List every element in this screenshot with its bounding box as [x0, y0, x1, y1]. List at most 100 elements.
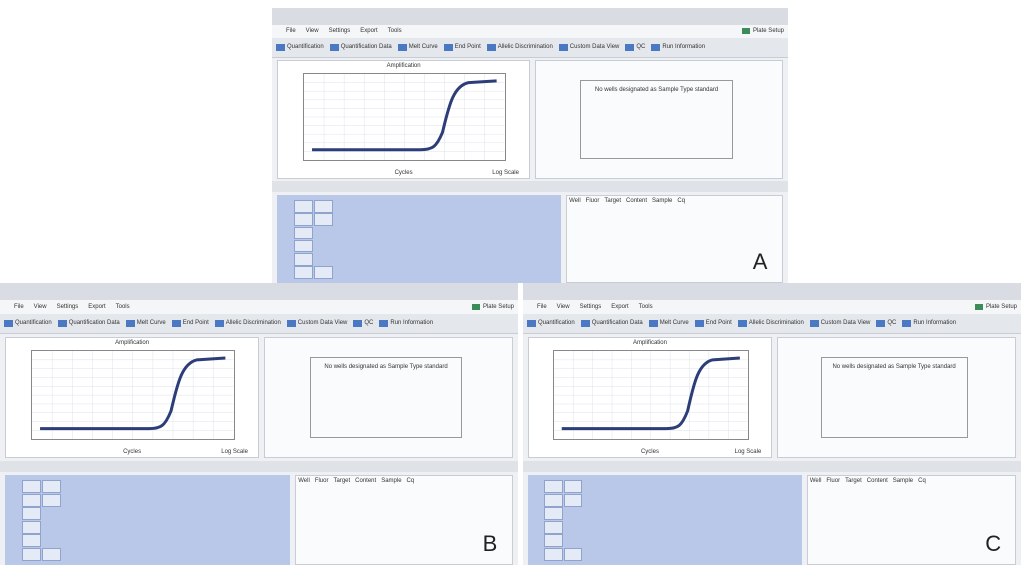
menu-bar: File View Settings Export Tools [523, 300, 1021, 314]
button-label: Plate Setup [753, 28, 784, 34]
menu-item[interactable]: File [537, 304, 547, 310]
menu-item[interactable]: View [557, 304, 570, 310]
tab-label: Custom Data View [298, 320, 348, 326]
toolbar-tab[interactable]: Quantification Data [581, 320, 643, 327]
well [544, 494, 562, 507]
icon [651, 44, 660, 51]
toolbar-tab[interactable]: Quantification Data [330, 44, 392, 51]
log-scale-checkbox[interactable]: Log Scale [221, 449, 248, 455]
toolbar-tab[interactable]: QC [876, 320, 896, 327]
well [564, 494, 582, 507]
toolbar: Quantification Quantification Data Melt Cu… [523, 314, 1021, 334]
well [22, 494, 41, 507]
icon [581, 320, 590, 327]
tab-label: End Point [455, 44, 481, 50]
toolbar-tab[interactable]: Allelic Discrimination [487, 44, 553, 51]
toolbar-tab[interactable]: End Point [695, 320, 732, 327]
menu-item[interactable]: Tools [388, 28, 402, 34]
tab-label: Melt Curve [409, 44, 438, 50]
status-strip [523, 461, 1021, 472]
well [314, 200, 333, 213]
menu-item[interactable]: Settings [580, 304, 602, 310]
toolbar-tab[interactable]: Run Information [379, 320, 433, 327]
toolbar-tab[interactable]: Quantification [276, 44, 324, 51]
tab-label: Quantification Data [341, 44, 392, 50]
well [22, 521, 41, 534]
log-scale-checkbox[interactable]: Log Scale [492, 170, 519, 176]
toolbar-tab[interactable]: Allelic Discrimination [215, 320, 281, 327]
toolbar-tab[interactable]: Melt Curve [126, 320, 166, 327]
checkbox-label: Log Scale [492, 170, 519, 176]
status-strip [0, 461, 518, 472]
column-header: Well [810, 478, 822, 484]
column-header: Fluor [586, 198, 600, 204]
icon [559, 44, 568, 51]
button-label: Plate Setup [483, 304, 514, 310]
menu-item[interactable]: View [306, 28, 319, 34]
well [314, 266, 333, 279]
well [544, 507, 562, 520]
menu-item[interactable]: Export [611, 304, 628, 310]
column-header: Target [604, 198, 621, 204]
panel-label: B [483, 531, 498, 557]
icon [975, 304, 983, 310]
icon [472, 304, 480, 310]
plate-setup-button[interactable]: Plate Setup [472, 300, 514, 314]
menu-item[interactable]: File [286, 28, 296, 34]
well [294, 253, 313, 266]
plate-setup-button[interactable]: Plate Setup [975, 300, 1017, 314]
icon [58, 320, 67, 327]
menu-item[interactable]: File [14, 304, 24, 310]
menu-item[interactable]: Tools [116, 304, 130, 310]
toolbar-tab[interactable]: Custom Data View [810, 320, 871, 327]
well [22, 534, 41, 547]
menu-item[interactable]: Tools [639, 304, 653, 310]
screenshot-panel: File View Settings Export Tools Plate Setup Qu… [0, 283, 518, 565]
well [22, 507, 41, 520]
column-header: Cq [677, 198, 685, 204]
toolbar-tab[interactable]: Quantification [527, 320, 575, 327]
plate-setup-button[interactable]: Plate Setup [742, 25, 784, 39]
toolbar-tab[interactable]: Custom Data View [287, 320, 348, 327]
panel-label: C [985, 531, 1001, 557]
toolbar-tab[interactable]: Run Information [902, 320, 956, 327]
well [544, 521, 562, 534]
menu-item[interactable]: Export [360, 28, 377, 34]
menu-item[interactable]: View [34, 304, 47, 310]
menu-item[interactable]: Settings [329, 28, 351, 34]
toolbar-tab[interactable]: QC [353, 320, 373, 327]
toolbar-tab[interactable]: Melt Curve [398, 44, 438, 51]
tab-label: Run Information [913, 320, 956, 326]
icon [287, 320, 296, 327]
well [42, 494, 61, 507]
tab-label: Run Information [390, 320, 433, 326]
toolbar-tab[interactable]: Allelic Discrimination [738, 320, 804, 327]
toolbar-tab[interactable]: Run Information [651, 44, 705, 51]
toolbar-tab[interactable]: Quantification [4, 320, 52, 327]
toolbar-tab[interactable]: End Point [444, 44, 481, 51]
icon [330, 44, 339, 51]
menu-item[interactable]: Settings [57, 304, 79, 310]
title-bar [0, 283, 518, 300]
well [294, 213, 313, 226]
column-header: Well [569, 198, 581, 204]
icon [276, 44, 285, 51]
standard-curve-pane: No wells designated as Sample Type stand… [777, 337, 1016, 458]
well [314, 213, 333, 226]
x-axis-label: Cycles [6, 449, 258, 455]
menu-item[interactable]: Export [88, 304, 105, 310]
well-plate [277, 195, 561, 283]
log-scale-checkbox[interactable]: Log Scale [735, 449, 762, 455]
toolbar-tab[interactable]: Melt Curve [649, 320, 689, 327]
tab-label: Allelic Discrimination [226, 320, 281, 326]
toolbar-tab[interactable]: QC [625, 44, 645, 51]
toolbar-tab[interactable]: End Point [172, 320, 209, 327]
toolbar-tab[interactable]: Quantification Data [58, 320, 120, 327]
panel-label: A [753, 249, 768, 275]
results-table: WellFluorTargetContentSampleCq [295, 475, 513, 565]
toolbar-tab[interactable]: Custom Data View [559, 44, 620, 51]
tab-label: Allelic Discrimination [749, 320, 804, 326]
icon [353, 320, 362, 327]
